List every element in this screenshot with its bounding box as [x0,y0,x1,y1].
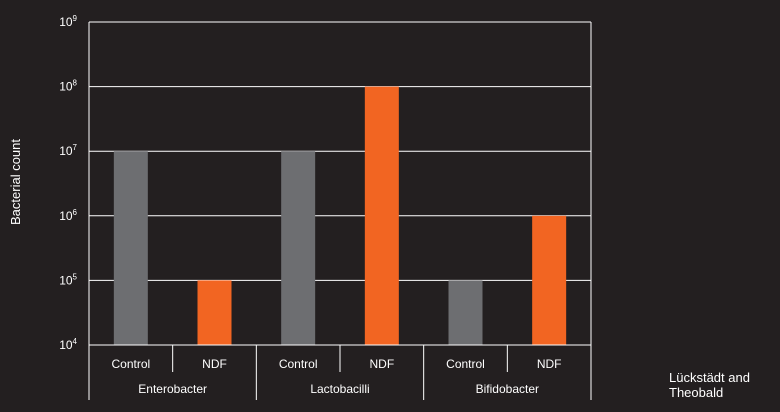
y-tick-exponent: 4 [73,337,78,346]
y-tick-exponent: 9 [73,14,78,23]
source-credit: Lückstädt and Theobald [669,370,779,400]
y-tick-label: 107 [59,143,77,158]
bar-category-label: Control [279,357,318,371]
bar-control [448,280,483,345]
bar-category-label: NDF [537,357,562,371]
credit-line-2: Theobald [669,385,724,400]
plot-frame [88,21,592,400]
bars-layer [113,86,567,345]
y-tick-exponent: 8 [73,79,78,88]
y-tick-label: 109 [59,14,77,29]
grid-lines [89,86,591,281]
bar-category-label: NDF [369,357,394,371]
bar-control [113,151,148,345]
group-label: Lactobacilli [310,382,369,396]
y-tick-label: 104 [59,337,77,352]
bar-ndf [197,280,232,345]
bar-ndf [364,86,399,345]
y-tick-label: 108 [59,79,77,94]
y-tick-label: 105 [59,272,77,287]
bar-control [281,151,316,345]
y-tick-exponent: 7 [73,143,78,152]
bar-category-label: Control [111,357,150,371]
credit-line-1: Lückstädt and [669,370,750,385]
bar-category-label: NDF [202,357,227,371]
y-tick-label: 106 [59,208,77,223]
y-tick-exponent: 6 [73,208,78,217]
group-label: Bifidobacter [476,382,539,396]
y-axis-title: Bacterial count [8,139,23,225]
y-tick-exponent: 5 [73,272,78,281]
group-label: Enterobacter [138,382,207,396]
bar-category-label: Control [446,357,485,371]
y-tick-labels: 104 105 106 107 108 109 [59,14,77,352]
bar-ndf [532,215,567,345]
